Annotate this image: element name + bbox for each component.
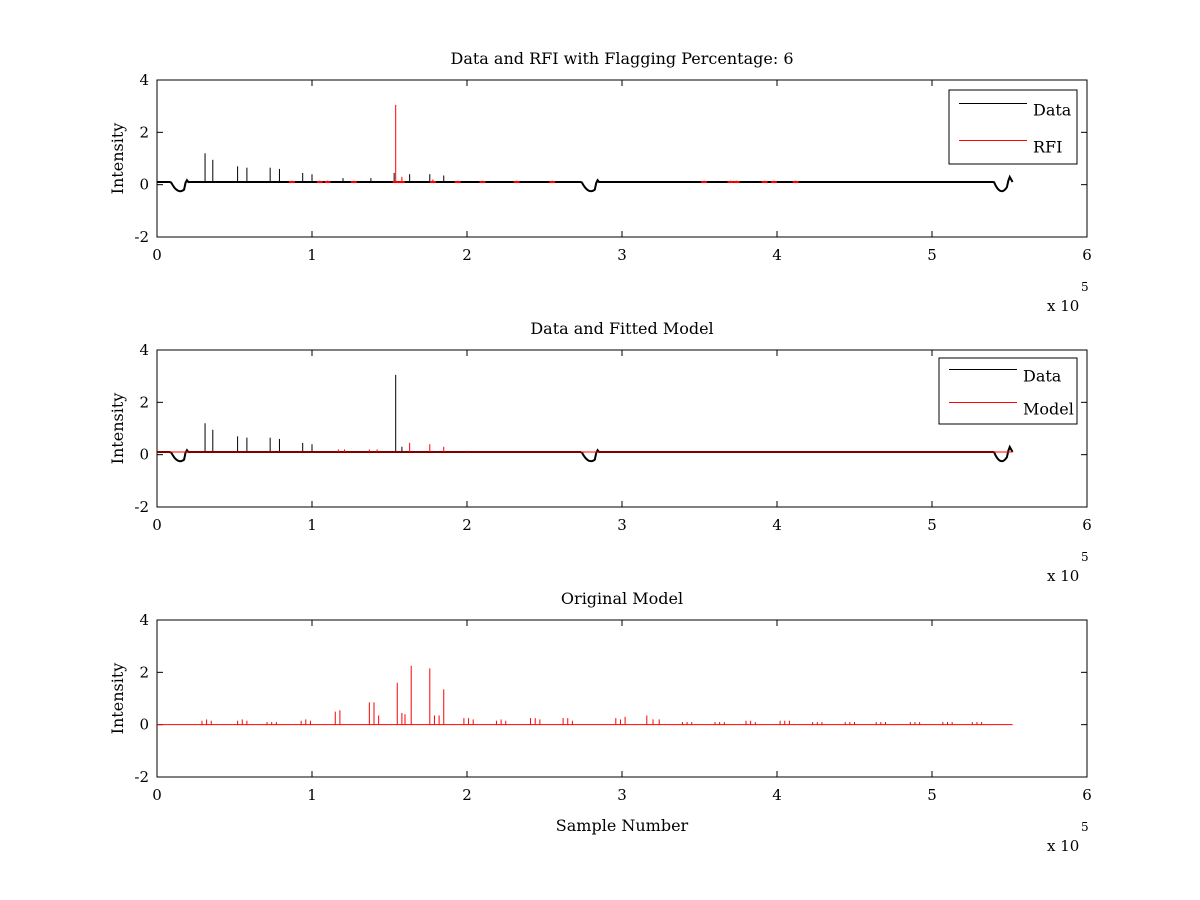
- chart1-x-tick-label: 2: [462, 516, 472, 534]
- chart2-x-tick-label: 5: [927, 786, 937, 804]
- chart1-title: Data and Fitted Model: [530, 319, 713, 338]
- chart1-plot-content: [157, 374, 1014, 463]
- chart0-title: Data and RFI with Flagging Percentage: 6: [450, 49, 793, 68]
- chart0-legend-label: RFI: [1033, 138, 1062, 157]
- chart2-x-tick-label: 1: [307, 786, 317, 804]
- chart0-x-tick-label: 3: [617, 246, 627, 264]
- chart1-y-tick-label: 0: [139, 446, 149, 464]
- chart0-x-tick-label: 1: [307, 246, 317, 264]
- chart0-series-data: [157, 153, 1014, 193]
- chart2-x-multiplier: x 10: [1047, 837, 1079, 855]
- chart0-x-tick-label: 2: [462, 246, 472, 264]
- chart1-y-tick-label: 4: [139, 341, 149, 359]
- chart1-plot-area: [156, 349, 1088, 508]
- chart1-y-tick-label: 2: [139, 393, 149, 411]
- chart1-x-tick-label: 6: [1082, 516, 1092, 534]
- chart2-y-axis-label: Intensity: [108, 663, 127, 735]
- chart2-y-tick-label: 4: [139, 611, 149, 629]
- chart2-x-tick-label: 4: [772, 786, 782, 804]
- chart1-x-tick-label: 5: [927, 516, 937, 534]
- chart2-plot-area: [156, 619, 1088, 778]
- chart2-plot-content: [157, 665, 1013, 726]
- chart1-x-tick-label: 3: [617, 516, 627, 534]
- chart1-x-multiplier: x 10: [1047, 567, 1079, 585]
- chart0-x-multiplier-exponent: 5: [1081, 280, 1089, 294]
- chart2-x-tick-label: 3: [617, 786, 627, 804]
- chart2-x-axis-label: Sample Number: [556, 816, 689, 835]
- chart2-x-tick-label: 6: [1082, 786, 1092, 804]
- chart0-y-tick-label: 4: [139, 71, 149, 89]
- chart2-series-0: [157, 665, 1013, 726]
- chart2-y-tick-label: 0: [139, 716, 149, 734]
- chart2-x-tick-label: 0: [152, 786, 162, 804]
- chart0-legend-box: [948, 89, 1078, 165]
- chart1-legend-label: Model: [1023, 400, 1074, 419]
- chart0-x-tick-label: 5: [927, 246, 937, 264]
- chart0-x-tick-label: 4: [772, 246, 782, 264]
- chart1-x-tick-label: 4: [772, 516, 782, 534]
- chart0-plot-area: [156, 79, 1088, 238]
- chart0-y-tick-label: -2: [134, 228, 149, 246]
- chart0-series-rfi: [288, 104, 799, 184]
- chart1-y-tick-label: -2: [134, 498, 149, 516]
- chart0-plot-content: [157, 104, 1014, 193]
- chart0-x-tick-label: 0: [152, 246, 162, 264]
- chart0-legend: Data RFI: [948, 89, 1078, 165]
- chart1-series-model: [157, 442, 1013, 453]
- chart0-x-multiplier: x 10: [1047, 297, 1079, 315]
- chart1-y-axis-label: Intensity: [108, 393, 127, 465]
- chart1-legend: Data Model: [938, 357, 1078, 425]
- chart2-x-tick-label: 2: [462, 786, 472, 804]
- chart2-title: Original Model: [561, 589, 683, 608]
- chart2-y-tick-label: -2: [134, 768, 149, 786]
- chart1-legend-label: Data: [1023, 367, 1062, 386]
- chart1-x-tick-label: 0: [152, 516, 162, 534]
- chart0-series-data-line: [157, 174, 1014, 193]
- chart1-x-tick-label: 1: [307, 516, 317, 534]
- chart0-y-axis-label: Intensity: [108, 123, 127, 195]
- chart0-x-tick-label: 6: [1082, 246, 1092, 264]
- chart1-x-multiplier-exponent: 5: [1081, 550, 1089, 564]
- chart0-y-tick-label: 0: [139, 176, 149, 194]
- chart2-x-multiplier-exponent: 5: [1081, 820, 1089, 834]
- chart0-y-tick-label: 2: [139, 123, 149, 141]
- chart0-legend-label: Data: [1033, 101, 1072, 120]
- chart2-y-tick-label: 2: [139, 663, 149, 681]
